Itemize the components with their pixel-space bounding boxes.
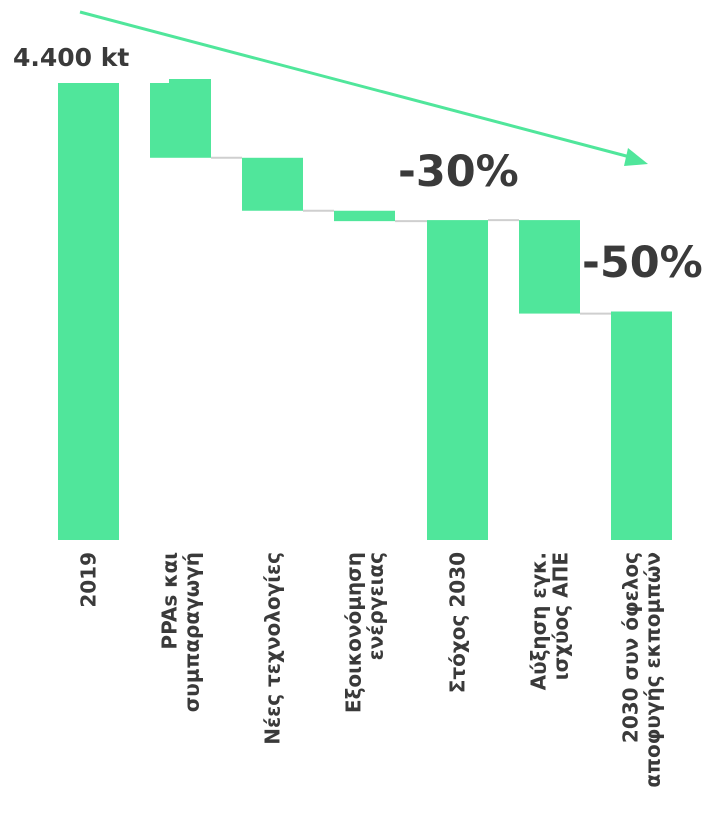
category-label-line: 2019 — [77, 552, 101, 608]
category-label-3: Νέες τεχνολογίες — [261, 552, 285, 745]
trend-arrow — [79, 10, 648, 166]
bar-5 — [427, 220, 488, 540]
category-label-line: Στόχος 2030 — [446, 552, 470, 693]
category-labels: 2019 PPAs καισυμπαραγωγή Νέες τεχνολογίες Ε… — [77, 552, 665, 788]
category-label-line: Εξοικονόμηση — [342, 552, 366, 713]
category-label-line: 2030 συν όφελος — [619, 552, 643, 743]
bar-1 — [58, 83, 119, 540]
category-label-1: 2019 — [77, 552, 101, 608]
connector-lines — [211, 156, 611, 315]
category-label-6: Αύξηση εγκ.ισχύος ΑΠΕ — [527, 552, 573, 690]
category-label-5: Στόχος 2030 — [446, 552, 470, 693]
category-label-line: ισχύος ΑΠΕ — [549, 552, 573, 680]
category-label-line: ενέργειας — [364, 552, 388, 660]
category-label-line: Νέες τεχνολογίες — [261, 552, 285, 745]
trend-arrow-head — [624, 148, 648, 166]
category-label-4: Εξοικονόμησηενέργειας — [342, 552, 388, 713]
bar-4 — [334, 210, 395, 222]
start-value-label: 4.400 kt — [13, 43, 129, 72]
category-label-7: 2030 συν όφελοςαποφυγής εκπομπών — [619, 552, 665, 788]
category-label-line: PPAs και — [158, 552, 182, 650]
category-label-line: αποφυγής εκπομπών — [641, 552, 665, 788]
bar-2 — [150, 83, 211, 158]
category-label-line: Αύξηση εγκ. — [527, 552, 551, 690]
category-label-2: PPAs καισυμπαραγωγή — [158, 552, 204, 712]
bar-3 — [242, 157, 303, 211]
bar-6 — [519, 220, 580, 314]
bars-group — [58, 79, 672, 540]
bar-2-step — [169, 79, 211, 85]
trend-arrow-line — [79, 10, 631, 159]
annotation-minus-50-percent: -50% — [582, 238, 703, 288]
annotation-minus-30-percent: -30% — [398, 147, 519, 197]
category-label-line: συμπαραγωγή — [180, 552, 204, 712]
bar-7 — [611, 311, 672, 540]
